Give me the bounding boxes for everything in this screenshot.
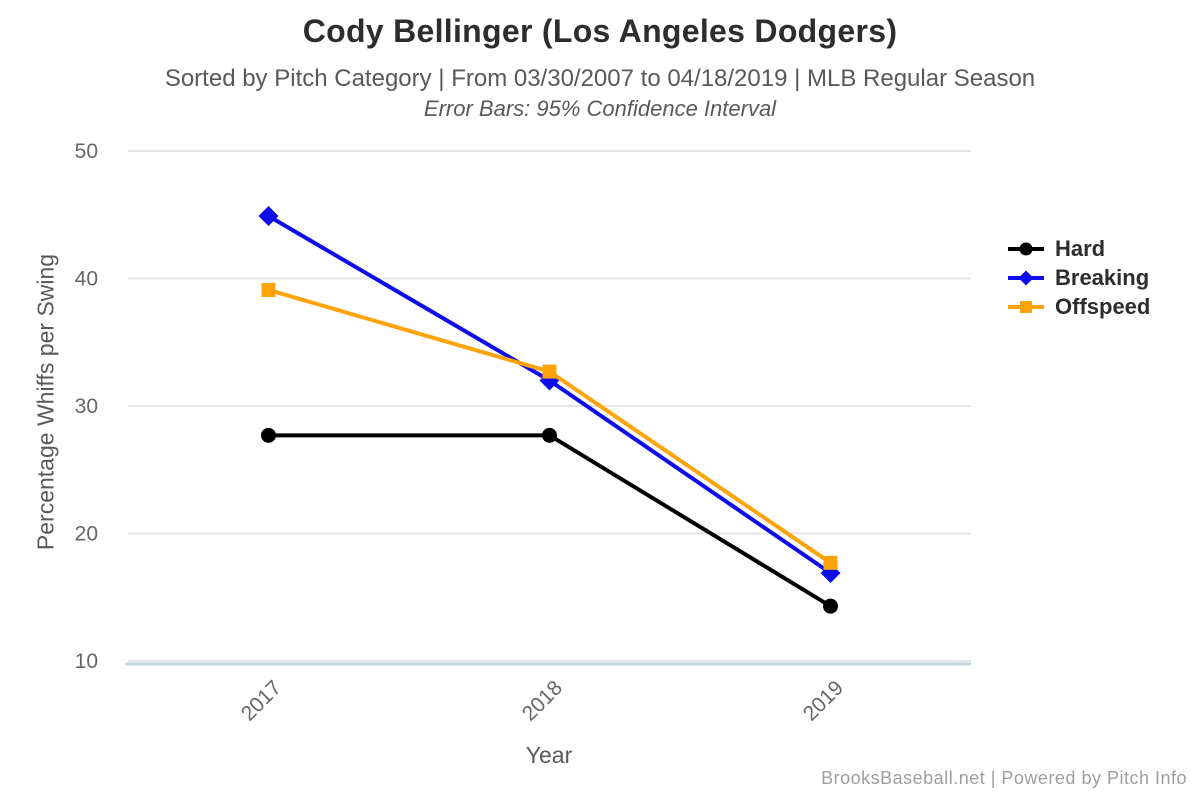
marker-breaking-2017[interactable] xyxy=(258,206,279,227)
legend-circle-icon xyxy=(1008,242,1044,255)
legend-item-breaking[interactable]: Breaking xyxy=(1006,263,1150,292)
x-tick-label-2018: 2018 xyxy=(518,676,567,725)
legend: Hard Breaking Offspeed xyxy=(1006,234,1150,321)
y-tick-label-30: 30 xyxy=(75,395,98,418)
series-line-offspeed xyxy=(267,288,832,565)
chart-title: Cody Bellinger (Los Angeles Dodgers) xyxy=(302,13,898,49)
y-tick-label-20: 20 xyxy=(75,523,98,546)
marker-hard-2019[interactable] xyxy=(823,598,838,614)
series-line-breaking xyxy=(267,214,832,575)
y-tick-label-40: 40 xyxy=(75,268,98,291)
legend-square-icon xyxy=(1008,300,1044,313)
marker-hard-2017[interactable] xyxy=(261,427,276,443)
error-bars-note: Error Bars: 95% Confidence Interval xyxy=(423,96,777,121)
legend-label-hard: Hard xyxy=(1055,235,1106,261)
marker-offspeed-2017[interactable] xyxy=(261,282,276,297)
x-axis-title: Year xyxy=(525,742,573,768)
chart-subtitle: Sorted by Pitch Category | From 03/30/20… xyxy=(164,65,1036,92)
y-tick-label-50: 50 xyxy=(75,140,98,163)
legend-item-hard[interactable]: Hard xyxy=(1006,234,1150,263)
series-line-hard xyxy=(268,433,832,608)
x-tick-label-2017: 2017 xyxy=(237,676,286,725)
footer-credit: BrooksBaseball.net | Powered by Pitch In… xyxy=(821,768,1187,788)
marker-offspeed-2019[interactable] xyxy=(823,555,838,570)
marker-offspeed-2018[interactable] xyxy=(542,364,557,379)
legend-diamond-icon xyxy=(1008,270,1044,285)
legend-label-offspeed: Offspeed xyxy=(1055,293,1151,319)
legend-label-breaking: Breaking xyxy=(1055,264,1150,290)
legend-item-offspeed[interactable]: Offspeed xyxy=(1006,292,1150,321)
y-tick-label-10: 10 xyxy=(75,650,98,673)
marker-hard-2018[interactable] xyxy=(542,427,557,443)
x-tick-label-2019: 2019 xyxy=(799,676,848,725)
